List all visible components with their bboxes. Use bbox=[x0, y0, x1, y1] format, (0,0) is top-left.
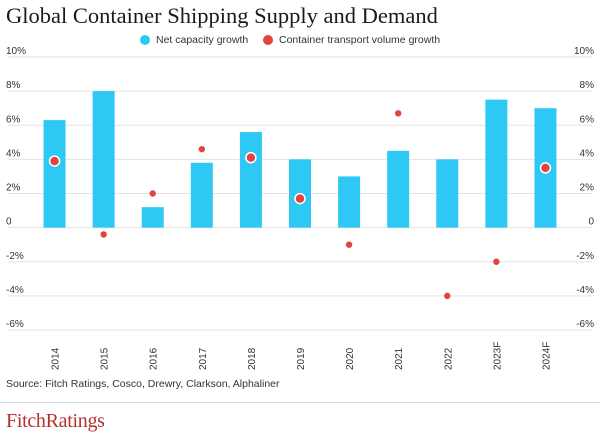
legend-label-volume: Container transport volume growth bbox=[279, 34, 441, 46]
y-tick-label-left: -6% bbox=[6, 319, 24, 330]
y-tick-label-left: 0 bbox=[6, 217, 12, 228]
bar bbox=[190, 162, 213, 228]
y-tick-label-left: -4% bbox=[6, 285, 24, 296]
bar bbox=[338, 176, 361, 228]
y-tick-label-right: 8% bbox=[580, 80, 595, 91]
y-tick-label-right: -4% bbox=[576, 285, 594, 296]
x-tick-label: 2015 bbox=[100, 347, 111, 370]
data-point bbox=[539, 162, 552, 174]
y-tick-label-right: -6% bbox=[576, 319, 594, 330]
data-point bbox=[294, 192, 306, 205]
bar bbox=[141, 207, 164, 228]
y-tick-label-left: 2% bbox=[6, 183, 21, 194]
data-point bbox=[149, 190, 156, 197]
y-tick-label-left: -2% bbox=[6, 251, 24, 262]
data-point bbox=[394, 110, 402, 117]
bar bbox=[387, 150, 410, 228]
y-tick-label-right: 4% bbox=[580, 148, 595, 159]
data-point bbox=[245, 151, 257, 164]
y-tick-label-right: 2% bbox=[580, 183, 595, 194]
y-tick-label-left: 4% bbox=[6, 148, 21, 159]
legend-swatch-capacity bbox=[140, 35, 150, 45]
y-tick-label-left: 10% bbox=[6, 46, 26, 57]
legend-label-capacity: Net capacity growth bbox=[156, 34, 249, 46]
bar bbox=[485, 99, 508, 228]
y-tick-label-left: 6% bbox=[6, 114, 21, 125]
y-tick-label-right: 10% bbox=[574, 46, 594, 57]
data-point bbox=[345, 241, 353, 248]
legend-item-volume: Container transport volume growth bbox=[263, 34, 440, 46]
y-tick-label-right: -2% bbox=[576, 251, 594, 262]
x-tick-label: 2024F bbox=[541, 342, 552, 370]
legend-item-capacity: Net capacity growth bbox=[140, 34, 248, 46]
legend: Net capacity growth Container transport … bbox=[0, 34, 600, 50]
bar bbox=[43, 120, 66, 228]
y-tick-label-right: 0 bbox=[588, 217, 594, 228]
bar bbox=[92, 91, 115, 228]
x-tick-label: 2019 bbox=[296, 347, 307, 370]
source-note: Source: Fitch Ratings, Cosco, Drewry, Cl… bbox=[6, 378, 280, 390]
x-tick-label: 2016 bbox=[149, 347, 160, 370]
x-tick-label: 2022 bbox=[443, 347, 454, 370]
y-tick-label-left: 8% bbox=[6, 80, 21, 91]
chart-title: Global Container Shipping Supply and Dem… bbox=[6, 3, 438, 28]
x-tick-label: 2023F bbox=[492, 342, 503, 370]
legend-swatch-volume bbox=[263, 35, 273, 45]
data-point bbox=[48, 155, 61, 167]
fitch-ratings-logo: FitchRatings bbox=[6, 410, 105, 432]
bar bbox=[239, 132, 262, 228]
data-point bbox=[444, 292, 451, 300]
y-tick-label-right: 6% bbox=[580, 114, 595, 125]
data-point bbox=[493, 258, 500, 265]
x-tick-label: 2014 bbox=[51, 347, 62, 370]
x-tick-label: 2021 bbox=[394, 347, 405, 370]
footer-divider bbox=[0, 402, 600, 403]
x-tick-label: 2018 bbox=[247, 347, 258, 370]
bar bbox=[436, 159, 459, 228]
data-point bbox=[100, 231, 107, 238]
x-tick-label: 2017 bbox=[198, 347, 209, 370]
x-tick-label: 2020 bbox=[345, 347, 356, 370]
data-point bbox=[198, 145, 206, 153]
